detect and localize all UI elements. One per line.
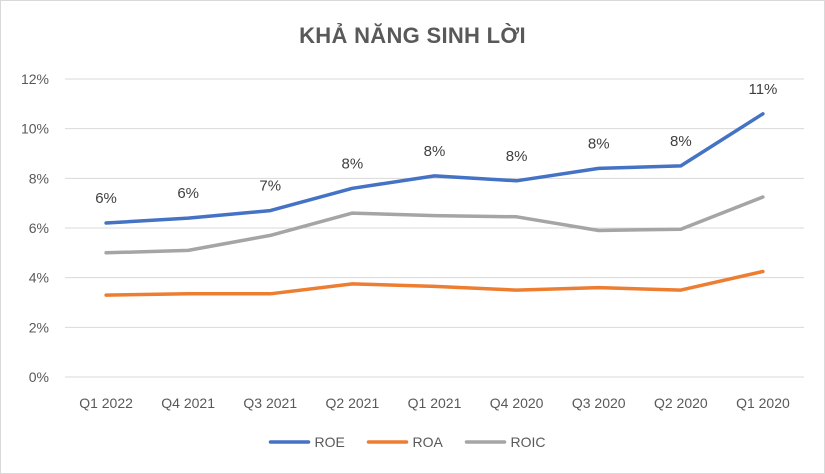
data-label: 8%: [670, 133, 692, 150]
data-label: 8%: [588, 135, 610, 152]
series-line-roa: [104, 269, 765, 297]
legend-label-roe: ROE: [315, 434, 345, 450]
y-tick-label: 2%: [29, 319, 49, 335]
data-label: 7%: [259, 178, 281, 195]
legend-label-roa: ROA: [413, 434, 444, 450]
y-tick-label: 12%: [21, 71, 49, 87]
x-tick-label: Q3 2021: [243, 395, 297, 411]
data-label: 8%: [342, 155, 364, 172]
x-tick-label: Q1 2022: [79, 395, 133, 411]
x-tick-label: Q1 2020: [736, 395, 790, 411]
x-tick-label: Q4 2020: [490, 395, 544, 411]
chart-title: KHẢ NĂNG SINH LỜI: [299, 23, 526, 48]
x-tick-label: Q3 2020: [572, 395, 626, 411]
data-label: 11%: [748, 81, 777, 98]
series-line-roe: [104, 112, 765, 225]
legend-label-roic: ROIC: [511, 434, 546, 450]
data-label: 8%: [506, 148, 528, 165]
x-tick-label: Q4 2021: [161, 395, 215, 411]
data-label: 8%: [424, 143, 446, 160]
x-tick-label: Q2 2020: [654, 395, 708, 411]
y-tick-label: 8%: [29, 170, 49, 186]
y-tick-label: 0%: [29, 369, 49, 385]
y-tick-label: 4%: [29, 270, 49, 286]
y-tick-label: 10%: [21, 121, 49, 137]
x-tick-label: Q2 2021: [326, 395, 380, 411]
data-label: 6%: [95, 190, 117, 207]
x-tick-label: Q1 2021: [408, 395, 462, 411]
series-line-roic: [104, 195, 765, 255]
y-tick-label: 6%: [29, 220, 49, 236]
data-label: 6%: [177, 185, 199, 202]
